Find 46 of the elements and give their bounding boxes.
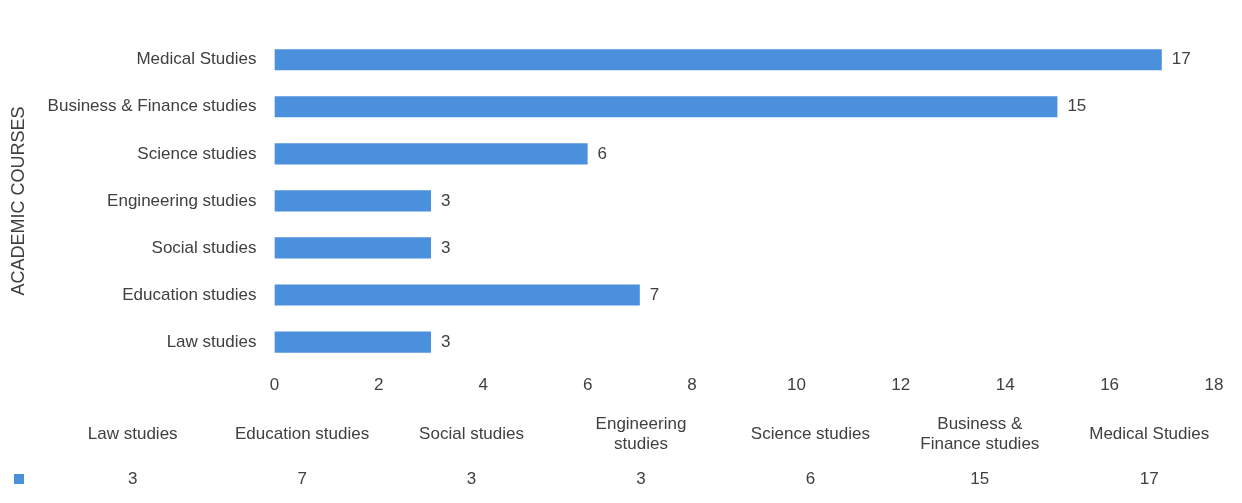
y-tick-label: Social studies bbox=[151, 237, 257, 257]
y-tick-label: Medical Studies bbox=[136, 49, 257, 69]
bar bbox=[274, 96, 1058, 118]
data-label: 7 bbox=[296, 469, 308, 489]
data-label: 3 bbox=[635, 469, 647, 489]
x-tick-label: 4 bbox=[478, 375, 488, 395]
data-label: 17 bbox=[1138, 469, 1160, 489]
category-label: Law studies bbox=[86, 424, 179, 444]
y-tick-label: Engineering studies bbox=[107, 190, 257, 210]
data-label: 3 bbox=[126, 469, 139, 489]
data-label: 3 bbox=[441, 331, 451, 351]
y-tick-label: Law studies bbox=[166, 331, 257, 351]
data-label: 6 bbox=[804, 469, 817, 489]
x-tick-label: 2 bbox=[374, 375, 384, 395]
data-label: 6 bbox=[597, 143, 608, 163]
category-label: Business & Finance studies bbox=[919, 414, 1041, 454]
data-label: 3 bbox=[441, 190, 451, 210]
bar bbox=[274, 237, 432, 259]
category-label: Social studies bbox=[418, 424, 525, 444]
y-tick-label: Business & Finance studies bbox=[47, 96, 257, 116]
x-tick-label: 0 bbox=[269, 375, 280, 395]
bar bbox=[274, 190, 432, 212]
category-label: Engineering studies bbox=[594, 414, 688, 454]
x-tick-label: 16 bbox=[1100, 375, 1120, 395]
x-tick-label: 10 bbox=[786, 375, 806, 395]
bar bbox=[274, 331, 432, 353]
data-label: 15 bbox=[969, 469, 991, 489]
x-tick-label: 6 bbox=[582, 375, 593, 395]
x-tick-label: 12 bbox=[891, 375, 911, 395]
bar bbox=[274, 49, 1162, 71]
y-tick-label: Science studies bbox=[137, 143, 257, 163]
category-label: Science studies bbox=[749, 424, 871, 444]
category-label: Medical Studies bbox=[1088, 424, 1211, 444]
x-tick-label: 18 bbox=[1204, 375, 1224, 395]
data-label: 3 bbox=[441, 237, 451, 257]
data-label: 17 bbox=[1171, 49, 1191, 69]
data-label: 7 bbox=[649, 284, 660, 304]
bar bbox=[274, 143, 588, 165]
bar bbox=[274, 284, 640, 306]
x-tick-label: 14 bbox=[995, 375, 1015, 395]
data-label: 15 bbox=[1067, 96, 1087, 116]
category-label: Education studies bbox=[234, 424, 371, 444]
x-tick-label: 8 bbox=[687, 375, 697, 395]
y-tick-label: Education studies bbox=[122, 284, 257, 304]
y-axis-title: ACADEMIC COURSES bbox=[7, 106, 28, 296]
data-label: 3 bbox=[465, 469, 478, 489]
